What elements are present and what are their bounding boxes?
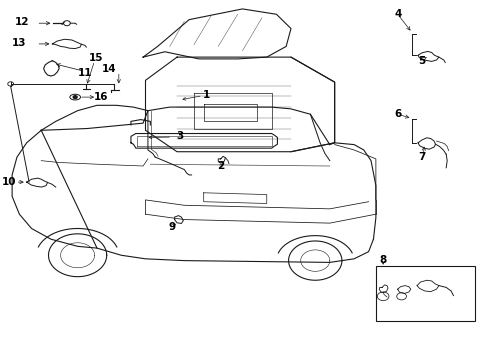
Text: 14: 14 bbox=[102, 64, 116, 74]
Text: 11: 11 bbox=[77, 68, 92, 78]
Text: 15: 15 bbox=[89, 53, 103, 63]
Text: 6: 6 bbox=[393, 109, 400, 119]
Text: 7: 7 bbox=[417, 152, 425, 162]
Text: 13: 13 bbox=[12, 38, 27, 48]
Text: 10: 10 bbox=[1, 177, 16, 187]
Text: 2: 2 bbox=[217, 161, 224, 171]
Circle shape bbox=[73, 96, 77, 99]
Text: 12: 12 bbox=[15, 17, 29, 27]
Text: 16: 16 bbox=[93, 92, 108, 102]
Text: 5: 5 bbox=[418, 56, 424, 66]
Bar bbox=[375, 266, 474, 321]
Text: 3: 3 bbox=[176, 131, 182, 141]
Text: 4: 4 bbox=[393, 9, 401, 19]
Text: 8: 8 bbox=[379, 255, 386, 265]
Text: 9: 9 bbox=[168, 222, 175, 232]
Text: 1: 1 bbox=[202, 90, 209, 100]
